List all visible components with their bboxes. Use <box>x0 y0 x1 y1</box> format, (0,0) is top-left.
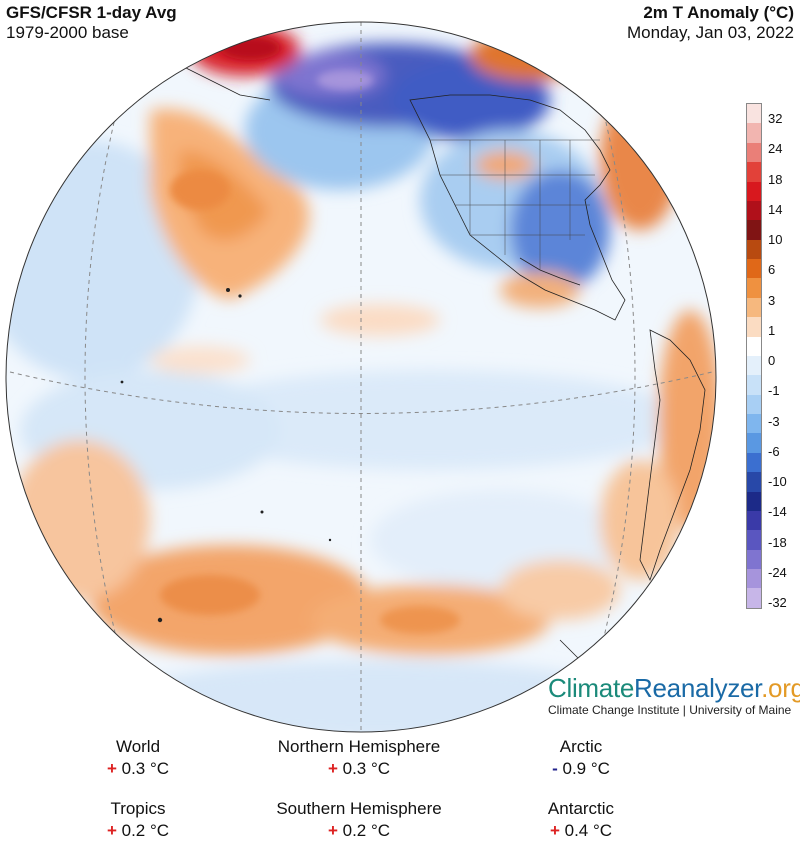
legend-tick-label: 18 <box>768 171 783 187</box>
legend-tick-label: -10 <box>768 474 787 489</box>
brand-org: .org <box>761 673 800 703</box>
legend-tick-label: 1 <box>768 322 776 338</box>
legend-swatch <box>747 414 761 434</box>
stat-region: Antarctic <box>547 799 615 818</box>
legend-swatch <box>747 162 761 182</box>
globe-outline <box>5 21 717 733</box>
state-borders <box>430 139 600 270</box>
stat-region: Tropics <box>110 799 166 818</box>
stat-region: Southern Hemisphere <box>276 799 442 818</box>
legend-tick-label: 0 <box>768 353 776 368</box>
legend-swatch <box>747 181 761 201</box>
anomaly-highlights <box>160 36 460 634</box>
color-scale-labels: 32 24 18 14 10 6 3 1 0 -1 -3 -6 -10 -14 -18 -24 -32 <box>768 103 800 610</box>
stat-sign: + <box>549 821 560 840</box>
legend-swatch <box>747 569 761 589</box>
map-header-right: 2m T Anomaly (°C) Monday, Jan 03, 2022 <box>627 3 794 43</box>
legend-swatch <box>747 104 761 124</box>
stat-value: 0.2 °C <box>121 821 170 840</box>
legend-tick-label: 14 <box>768 201 783 217</box>
legend-swatch <box>747 123 761 143</box>
color-scale-legend <box>746 103 762 609</box>
stat-region: World <box>115 737 161 756</box>
legend-tick-label: -18 <box>768 534 787 550</box>
legend-tick-label: -6 <box>768 443 780 459</box>
brand-reanalyzer: Reanalyzer <box>634 673 762 703</box>
islands <box>120 288 332 623</box>
stat-value: 0.3 °C <box>121 759 170 778</box>
legend-tick-label: 10 <box>768 232 783 247</box>
institute-credit: Climate Change Institute | University of… <box>548 703 792 717</box>
legend-swatch <box>747 239 761 259</box>
stat-tropics: Tropics + 0.2 °C <box>18 798 258 842</box>
legend-swatch <box>747 433 761 453</box>
stat-sign: + <box>327 821 338 840</box>
brand-climate: Climate <box>548 673 635 703</box>
legend-tick-label: -24 <box>768 564 787 580</box>
variable-title: 2m T Anomaly (°C) <box>643 3 794 22</box>
legend-swatch <box>747 336 761 356</box>
legend-tick-label: -3 <box>768 413 780 429</box>
graticule <box>9 22 713 732</box>
legend-swatch <box>747 317 761 337</box>
legend-swatch <box>747 530 761 550</box>
legend-tick-label: 3 <box>768 292 776 308</box>
stat-value: 0.3 °C <box>342 759 391 778</box>
legend-tick-label: 24 <box>768 141 783 157</box>
stat-sign: + <box>106 759 117 778</box>
stat-sign: + <box>106 821 117 840</box>
legend-swatch <box>747 549 761 569</box>
legend-swatch <box>747 142 761 163</box>
stat-region: Northern Hemisphere <box>277 737 441 756</box>
legend-swatch <box>747 278 761 298</box>
stat-northern-hemisphere: Northern Hemisphere + 0.3 °C <box>239 736 479 780</box>
legend-swatch <box>747 452 761 473</box>
legend-swatch <box>747 588 761 608</box>
map-date: Monday, Jan 03, 2022 <box>627 23 794 42</box>
legend-swatch <box>747 220 761 240</box>
stat-sign: - <box>552 759 558 778</box>
legend-tick-label: 6 <box>768 262 776 278</box>
climate-reanalyzer-logo: ClimateReanalyzer.org <box>548 673 800 703</box>
legend-swatch <box>747 394 761 414</box>
legend-swatch <box>747 259 761 279</box>
stat-value: 0.4 °C <box>564 821 613 840</box>
legend-tick-label: -1 <box>768 383 780 399</box>
stat-arctic: Arctic - 0.9 °C <box>461 736 701 780</box>
product-title: GFS/CFSR 1-day Avg <box>6 3 177 22</box>
legend-swatch <box>747 355 761 376</box>
baseline-period: 1979-2000 base <box>6 23 129 42</box>
stat-value: 0.2 °C <box>342 821 391 840</box>
legend-swatch <box>747 510 761 531</box>
legend-swatch <box>747 491 761 511</box>
legend-swatch <box>747 375 761 395</box>
stat-antarctic: Antarctic + 0.4 °C <box>461 798 701 842</box>
legend-tick-label: 32 <box>768 111 783 126</box>
stat-southern-hemisphere: Southern Hemisphere + 0.2 °C <box>239 798 479 842</box>
stat-world: World + 0.3 °C <box>18 736 258 780</box>
legend-swatch <box>747 297 761 318</box>
legend-swatch <box>747 200 761 221</box>
map-header-left: GFS/CFSR 1-day Avg 1979-2000 base <box>6 3 177 43</box>
stat-value: 0.9 °C <box>562 759 610 778</box>
legend-tick-label: -14 <box>768 504 787 520</box>
legend-tick-label: -32 <box>768 595 787 610</box>
stat-sign: + <box>327 759 338 778</box>
legend-swatch <box>747 472 761 492</box>
stat-region: Arctic <box>559 737 603 756</box>
